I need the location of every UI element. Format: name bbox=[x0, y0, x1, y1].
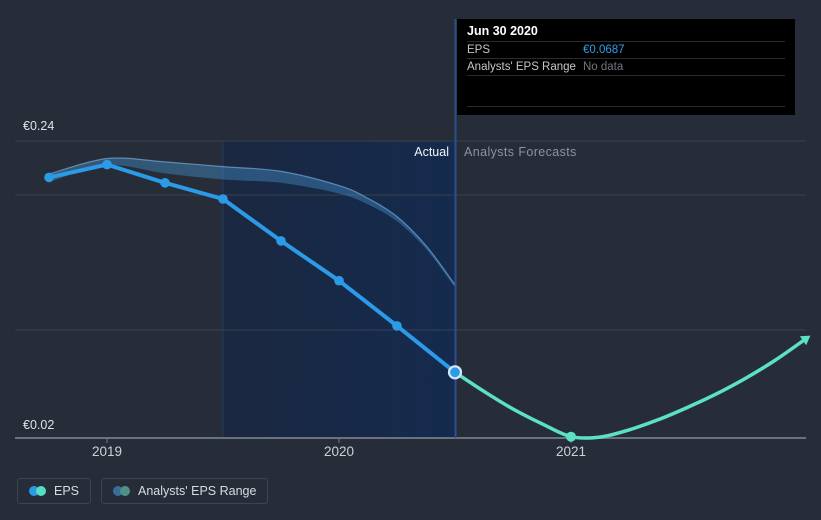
past-year-shaded-region bbox=[223, 141, 455, 438]
eps-data-point[interactable] bbox=[392, 321, 402, 331]
tooltip-bottom-divider bbox=[467, 106, 785, 107]
tooltip-range-value: No data bbox=[583, 61, 624, 73]
legend-item-eps[interactable]: EPS bbox=[17, 478, 92, 504]
y-axis-max-label: €0.24 bbox=[23, 119, 55, 133]
eps-data-point[interactable] bbox=[218, 194, 228, 204]
tooltip-range-label: Analysts' EPS Range bbox=[467, 61, 576, 73]
eps-line[interactable] bbox=[47, 162, 457, 375]
x-tick-label-2020: 2020 bbox=[323, 444, 355, 459]
eps-data-point[interactable] bbox=[276, 236, 286, 246]
x-tick-label-2019: 2019 bbox=[91, 444, 123, 459]
legend-item-analysts-range[interactable]: Analysts' EPS Range bbox=[101, 478, 269, 504]
x-tick-label-2021: 2021 bbox=[555, 444, 587, 459]
legend-label-analysts-range: Analysts' EPS Range bbox=[138, 484, 257, 498]
actual-region-label: Actual bbox=[414, 145, 449, 159]
tooltip-eps-label: EPS bbox=[467, 44, 491, 56]
chart-tooltip: Jun 30 2020 EPS €0.0687 Analysts' EPS Ra… bbox=[457, 19, 795, 115]
analysts-range-dots-icon bbox=[113, 486, 131, 496]
eps-highlighted-data-point[interactable] bbox=[447, 365, 463, 380]
eps-forecast-line[interactable] bbox=[453, 339, 805, 440]
eps-data-point[interactable] bbox=[334, 275, 344, 286]
eps-data-point[interactable] bbox=[160, 178, 170, 188]
tooltip-eps-value: €0.0687 bbox=[583, 44, 625, 56]
forecast-data-point[interactable] bbox=[566, 431, 576, 442]
eps-series-dots-icon bbox=[29, 486, 46, 496]
eps-data-point[interactable] bbox=[44, 172, 54, 183]
tooltip-date: Jun 30 2020 bbox=[467, 22, 785, 42]
tooltip-range-row: Analysts' EPS Range No data bbox=[467, 59, 785, 76]
legend-label-eps: EPS bbox=[54, 484, 80, 498]
chart-legend: EPS Analysts' EPS Range bbox=[17, 478, 269, 504]
y-axis-min-label: €0.02 bbox=[23, 418, 55, 432]
forecast-region-label: Analysts Forecasts bbox=[464, 145, 577, 159]
tooltip-eps-row: EPS €0.0687 bbox=[467, 42, 785, 59]
analysts-eps-range-upper-edge bbox=[48, 157, 456, 286]
forecast-end-arrow-icon bbox=[799, 335, 811, 346]
eps-data-point[interactable] bbox=[102, 159, 112, 170]
